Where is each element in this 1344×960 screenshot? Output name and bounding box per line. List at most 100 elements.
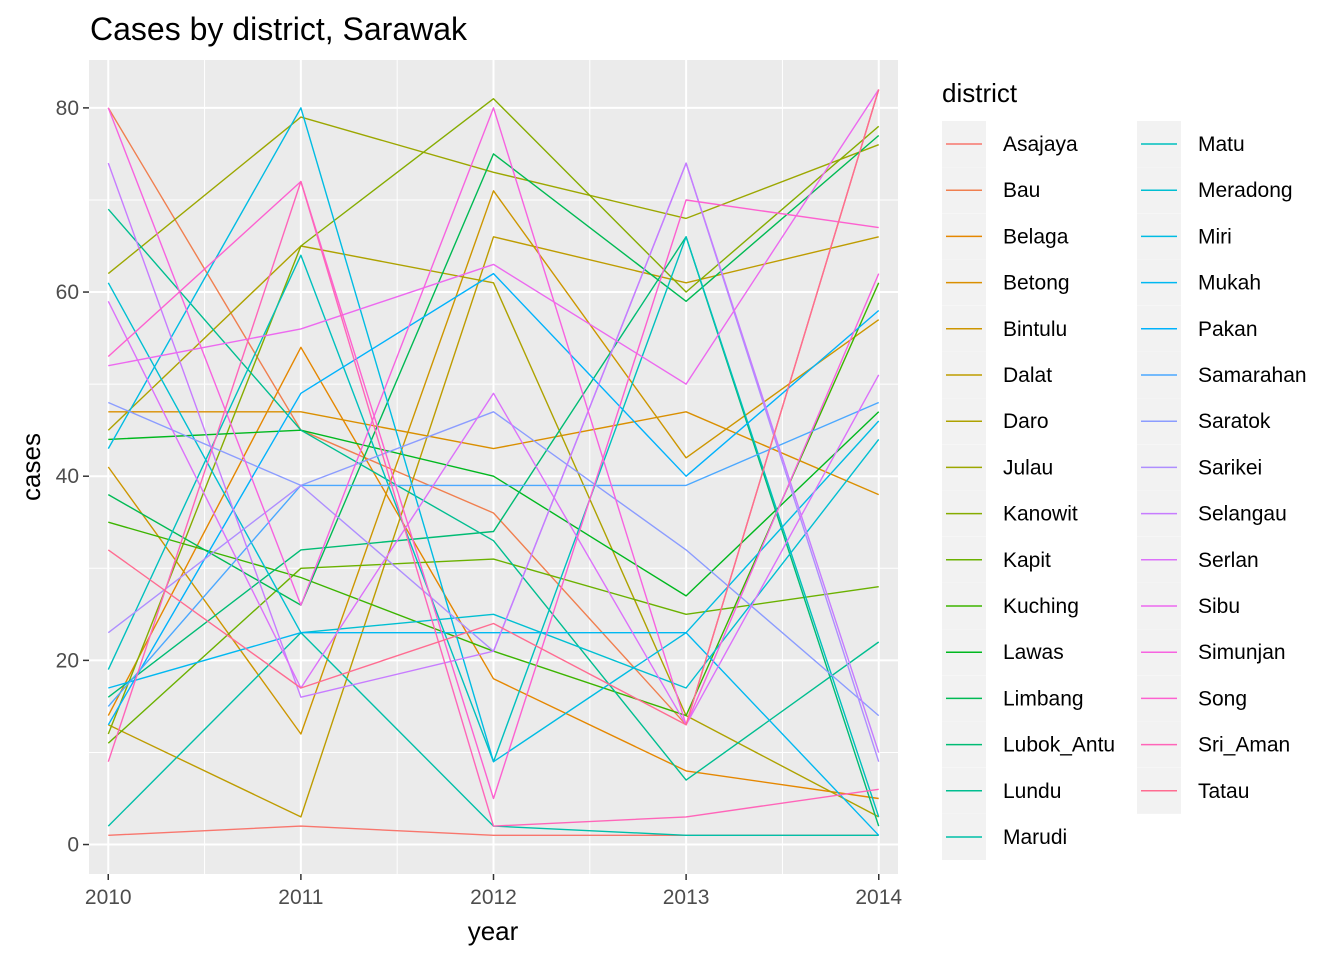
legend-label: Matu <box>1198 133 1245 156</box>
series-line-kanowit <box>107 97 880 735</box>
legend-label: Samarahan <box>1198 364 1307 387</box>
legend-item-daro: Daro <box>942 398 1049 445</box>
x-tick-label: 2011 <box>278 886 323 909</box>
legend-label: Saratok <box>1198 410 1271 433</box>
legend-item-lawas: Lawas <box>942 629 1064 676</box>
legend-label: Bintulu <box>1003 318 1067 341</box>
legend-label: Selangau <box>1198 503 1287 526</box>
series-line-sibu <box>108 89 880 385</box>
series-line-pakan <box>107 272 880 726</box>
legend-label: Sibu <box>1198 595 1240 618</box>
legend-item-kapit: Kapit <box>942 536 1051 583</box>
legend-label: Dalat <box>1003 364 1052 387</box>
y-tick-label: 20 <box>56 649 79 672</box>
series-line-mukah <box>108 632 880 836</box>
legend-item-serlan: Serlan <box>1137 536 1259 583</box>
legend-label: Lundu <box>1003 780 1061 803</box>
legend-item-bintulu: Bintulu <box>942 305 1067 352</box>
x-axis-ticks: 2010 2011 2012 2013 2014 <box>85 874 902 909</box>
chart-title: Cases by district, Sarawak <box>90 11 468 47</box>
legend-label: Song <box>1198 687 1247 710</box>
legend-label: Miri <box>1198 225 1232 248</box>
legend-label: Kapit <box>1003 549 1051 572</box>
legend-label: Kanowit <box>1003 503 1078 526</box>
y-tick-label: 0 <box>67 834 79 857</box>
y-axis-ticks: 0 20 40 60 80 <box>56 97 89 857</box>
legend-item-sri_aman: Sri_Aman <box>1137 721 1290 768</box>
legend-label: Sarikei <box>1198 456 1262 479</box>
legend-label: Serlan <box>1198 549 1259 572</box>
series-line-lubok_antu <box>107 236 880 827</box>
series-line-lawas <box>108 411 880 597</box>
legend-item-lubok_antu: Lubok_Antu <box>942 721 1115 768</box>
legend-label: Marudi <box>1003 826 1067 849</box>
series-line-saratok <box>108 401 880 717</box>
y-tick-label: 40 <box>56 465 79 488</box>
legend-item-kanowit: Kanowit <box>942 490 1078 537</box>
series-line-tatau <box>107 89 880 726</box>
legend-item-song: Song <box>1137 675 1247 722</box>
legend-item-matu: Matu <box>1137 121 1245 167</box>
legend-label: Tatau <box>1198 780 1249 803</box>
legend-label: Asajaya <box>1003 133 1078 156</box>
legend-label: Lubok_Antu <box>1003 734 1115 757</box>
series-line-serlan <box>107 300 880 726</box>
series-line-selangau <box>107 162 880 753</box>
legend-item-samarahan: Samarahan <box>1137 352 1307 398</box>
legend-item-marudi: Marudi <box>942 814 1067 860</box>
series-lines <box>107 89 880 836</box>
series-line-limbang <box>107 134 880 606</box>
series-line-song <box>107 180 879 800</box>
legend-label: Kuching <box>1003 595 1079 618</box>
x-axis-title: year <box>468 916 519 946</box>
legend-item-pakan: Pakan <box>1137 305 1258 352</box>
x-tick-label: 2014 <box>855 886 902 909</box>
legend-item-bau: Bau <box>942 167 1040 214</box>
x-tick-label: 2012 <box>470 886 517 909</box>
series-line-sri_aman <box>107 180 879 827</box>
series-line-dalat <box>107 236 879 818</box>
y-axis-title: cases <box>16 433 46 501</box>
legend-label: Mukah <box>1198 272 1261 295</box>
legend: Asajaya Bau Belaga Betong Bintulu Dalat Daro Ju… <box>942 121 1307 860</box>
series-line-miri <box>107 107 880 763</box>
legend-item-miri: Miri <box>1137 213 1232 260</box>
y-tick-label: 60 <box>56 281 79 304</box>
series-line-belaga <box>107 346 879 800</box>
legend-item-julau: Julau <box>942 444 1053 491</box>
legend-item-betong: Betong <box>942 259 1070 306</box>
legend-item-kuching: Kuching <box>942 583 1079 629</box>
legend-item-sarikei: Sarikei <box>1137 444 1262 491</box>
legend-item-sibu: Sibu <box>1137 583 1240 629</box>
series-line-betong <box>108 411 879 496</box>
x-tick-label: 2013 <box>663 886 710 909</box>
legend-item-asajaya: Asajaya <box>942 121 1078 167</box>
legend-label: Betong <box>1003 272 1070 295</box>
legend-item-belaga: Belaga <box>942 213 1069 260</box>
legend-item-simunjan: Simunjan <box>1137 629 1286 676</box>
legend-item-lundu: Lundu <box>942 767 1061 814</box>
series-line-bintulu <box>107 190 880 735</box>
legend-item-saratok: Saratok <box>1137 398 1271 445</box>
legend-item-selangau: Selangau <box>1137 490 1287 537</box>
legend-item-dalat: Dalat <box>942 352 1052 398</box>
legend-label: Lawas <box>1003 641 1064 664</box>
series-line-lundu <box>107 208 880 781</box>
legend-label: Julau <box>1003 456 1053 479</box>
legend-label: Daro <box>1003 410 1049 433</box>
legend-label: Meradong <box>1198 179 1293 202</box>
series-line-simunjan <box>107 107 880 726</box>
series-line-julau <box>107 116 879 275</box>
legend-label: Pakan <box>1198 318 1258 341</box>
legend-label: Bau <box>1003 179 1040 202</box>
legend-label: Limbang <box>1003 687 1084 710</box>
legend-item-tatau: Tatau <box>1137 767 1249 814</box>
series-line-daro <box>107 245 880 818</box>
y-tick-label: 80 <box>56 97 79 120</box>
legend-label: Sri_Aman <box>1198 734 1290 757</box>
x-tick-label: 2010 <box>85 886 132 909</box>
legend-label: Simunjan <box>1198 641 1286 664</box>
legend-label: Belaga <box>1003 225 1069 248</box>
legend-title: district <box>942 78 1018 108</box>
